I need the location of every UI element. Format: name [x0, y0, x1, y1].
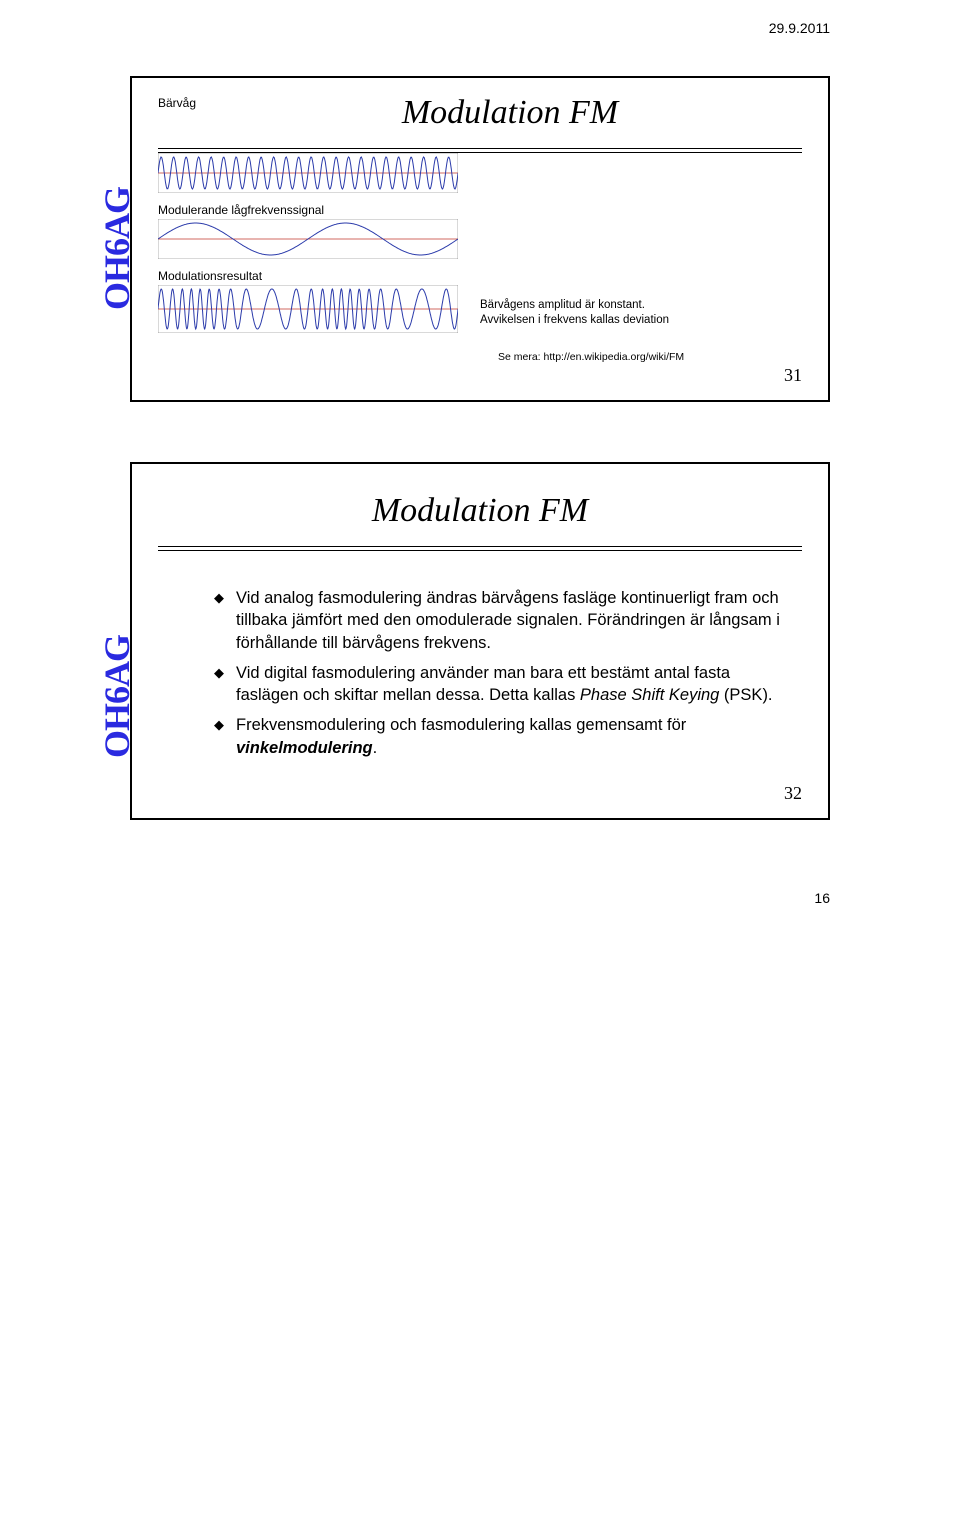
see-more-prefix: Se mera: [498, 351, 544, 363]
result-note: Bärvågens amplitud är konstant. Avvikels… [480, 298, 669, 333]
bullet-3-bold: vinkelmodulering [236, 739, 373, 757]
date-header: 29.9.2011 [130, 20, 830, 36]
bullet-list: Vid analog fasmodulering ändras bärvågen… [214, 587, 794, 759]
bullet-2: Vid digital fasmodulering använder man b… [214, 662, 794, 707]
title-rules [158, 546, 802, 551]
wave-modulating [158, 219, 458, 259]
label-result: Modulationsresultat [158, 269, 802, 283]
wave-carrier [158, 153, 458, 193]
see-more: Se mera: http://en.wikipedia.org/wiki/FM [498, 351, 802, 363]
bullet-3: Frekvensmodulering och fasmodulering kal… [214, 714, 794, 759]
slide-title: Modulation FM [158, 488, 802, 530]
label-modulating: Modulerande lågfrekvenssignal [158, 203, 802, 217]
result-note-line1: Bärvågens amplitud är konstant. [480, 299, 645, 311]
slide-number: 31 [158, 365, 802, 386]
bullet-3-suffix: . [373, 739, 378, 757]
slide-1: OH6AG Bärvåg Modulation FM Modulerande l… [130, 76, 830, 402]
bullet-3-text: Frekvensmodulering och fasmodulering kal… [236, 716, 686, 734]
page-number: 16 [130, 890, 830, 906]
logo-callsign: OH6AG [96, 187, 138, 310]
slide-number: 32 [158, 783, 802, 804]
slide-2: OH6AG Modulation FM Vid analog fasmodule… [130, 462, 830, 820]
logo-callsign: OH6AG [96, 635, 138, 758]
bullet-2-suffix: (PSK). [719, 686, 772, 704]
slide-title: Modulation FM [218, 90, 802, 132]
result-note-line2: Avvikelsen i frekvens kallas deviation [480, 314, 669, 326]
see-more-url: http://en.wikipedia.org/wiki/FM [544, 351, 685, 363]
bullet-2-italic: Phase Shift Keying [580, 686, 719, 704]
bullet-1: Vid analog fasmodulering ändras bärvågen… [214, 587, 794, 654]
wave-result [158, 285, 458, 333]
